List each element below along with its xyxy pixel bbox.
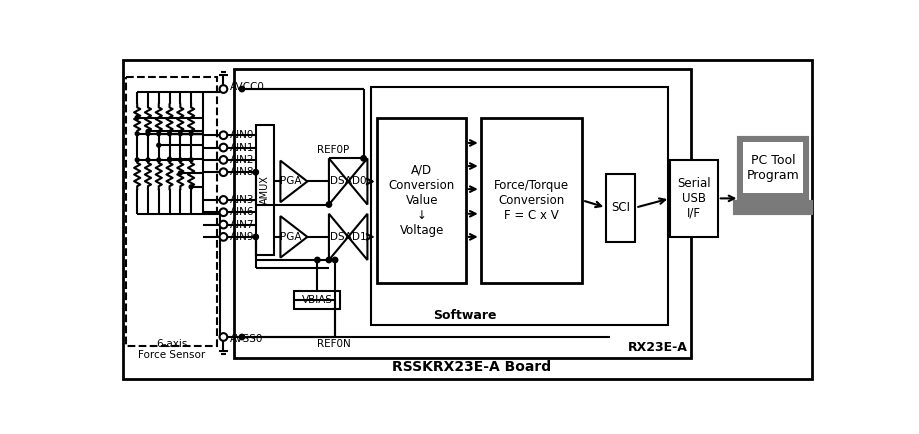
Bar	[378, 118, 466, 283]
Text: VBIAS: VBIAS	[301, 295, 333, 305]
Text: PGA: PGA	[279, 177, 301, 187]
Text: AIN8: AIN8	[231, 167, 255, 177]
Text: AIN6: AIN6	[231, 207, 255, 217]
Circle shape	[178, 171, 182, 175]
Circle shape	[146, 129, 150, 133]
Circle shape	[146, 132, 150, 135]
Circle shape	[326, 202, 332, 207]
Bar	[234, 69, 691, 358]
Text: AIN0: AIN0	[231, 130, 255, 140]
Circle shape	[220, 132, 227, 139]
Text: Serial
USB
I/F: Serial USB I/F	[677, 177, 710, 220]
Bar	[255, 125, 274, 255]
Circle shape	[361, 156, 367, 161]
Circle shape	[253, 234, 258, 240]
Text: AMUX: AMUX	[260, 175, 270, 204]
Text: AIN7: AIN7	[231, 220, 255, 230]
Circle shape	[189, 185, 193, 189]
Circle shape	[157, 158, 161, 162]
Text: AIN1: AIN1	[231, 142, 255, 153]
Text: A/D
Conversion
Value
↓
Voltage: A/D Conversion Value ↓ Voltage	[389, 164, 455, 237]
Text: REF0P: REF0P	[317, 145, 349, 155]
Circle shape	[220, 144, 227, 151]
Text: RSSKRX23E-A Board: RSSKRX23E-A Board	[391, 360, 550, 374]
Circle shape	[220, 333, 227, 341]
Circle shape	[220, 208, 227, 216]
Bar	[739, 138, 807, 200]
Polygon shape	[329, 214, 368, 260]
Circle shape	[167, 158, 172, 162]
Circle shape	[157, 132, 161, 135]
Circle shape	[189, 132, 193, 135]
Text: PGA: PGA	[279, 232, 301, 242]
Circle shape	[146, 158, 150, 162]
Text: PC Tool
Program: PC Tool Program	[747, 154, 800, 181]
Circle shape	[189, 158, 193, 162]
Text: AVCC0: AVCC0	[231, 82, 266, 92]
Circle shape	[178, 132, 182, 135]
Circle shape	[135, 115, 139, 119]
Text: AIN3: AIN3	[231, 195, 255, 205]
Circle shape	[220, 221, 227, 228]
Circle shape	[220, 156, 227, 164]
Text: Software: Software	[433, 309, 496, 322]
Text: RX23E-A: RX23E-A	[628, 341, 687, 354]
Circle shape	[167, 157, 172, 161]
Circle shape	[220, 233, 227, 241]
Text: REF0N: REF0N	[317, 339, 351, 349]
Text: SCI: SCI	[611, 201, 630, 214]
Text: AIN9: AIN9	[231, 232, 255, 242]
Circle shape	[239, 86, 244, 92]
Circle shape	[167, 132, 172, 135]
Bar	[743, 142, 803, 193]
Circle shape	[220, 168, 227, 176]
Polygon shape	[280, 161, 307, 202]
Bar	[670, 160, 718, 237]
Circle shape	[220, 196, 227, 204]
Circle shape	[314, 257, 320, 263]
Text: 6-axis
Force Sensor: 6-axis Force Sensor	[138, 339, 206, 360]
Circle shape	[178, 158, 182, 162]
Text: AVSS0: AVSS0	[231, 333, 264, 344]
Circle shape	[326, 257, 332, 263]
Circle shape	[220, 85, 227, 93]
Bar	[127, 77, 217, 346]
Polygon shape	[329, 158, 368, 204]
Bar	[481, 118, 583, 283]
Bar	[607, 174, 635, 241]
Text: AIN2: AIN2	[231, 155, 255, 165]
Text: DSAD1: DSAD1	[330, 232, 367, 242]
Text: DSAD0: DSAD0	[330, 177, 367, 187]
Circle shape	[135, 132, 139, 135]
Circle shape	[253, 170, 258, 175]
Bar	[735, 202, 811, 213]
Circle shape	[239, 334, 244, 340]
Bar	[371, 87, 668, 326]
Bar	[766, 200, 781, 204]
Circle shape	[157, 143, 161, 147]
Circle shape	[333, 257, 338, 263]
Bar	[294, 291, 340, 309]
Polygon shape	[280, 216, 307, 258]
Circle shape	[135, 158, 139, 162]
Text: Force/Torque
Conversion
F = C x V: Force/Torque Conversion F = C x V	[494, 179, 569, 222]
